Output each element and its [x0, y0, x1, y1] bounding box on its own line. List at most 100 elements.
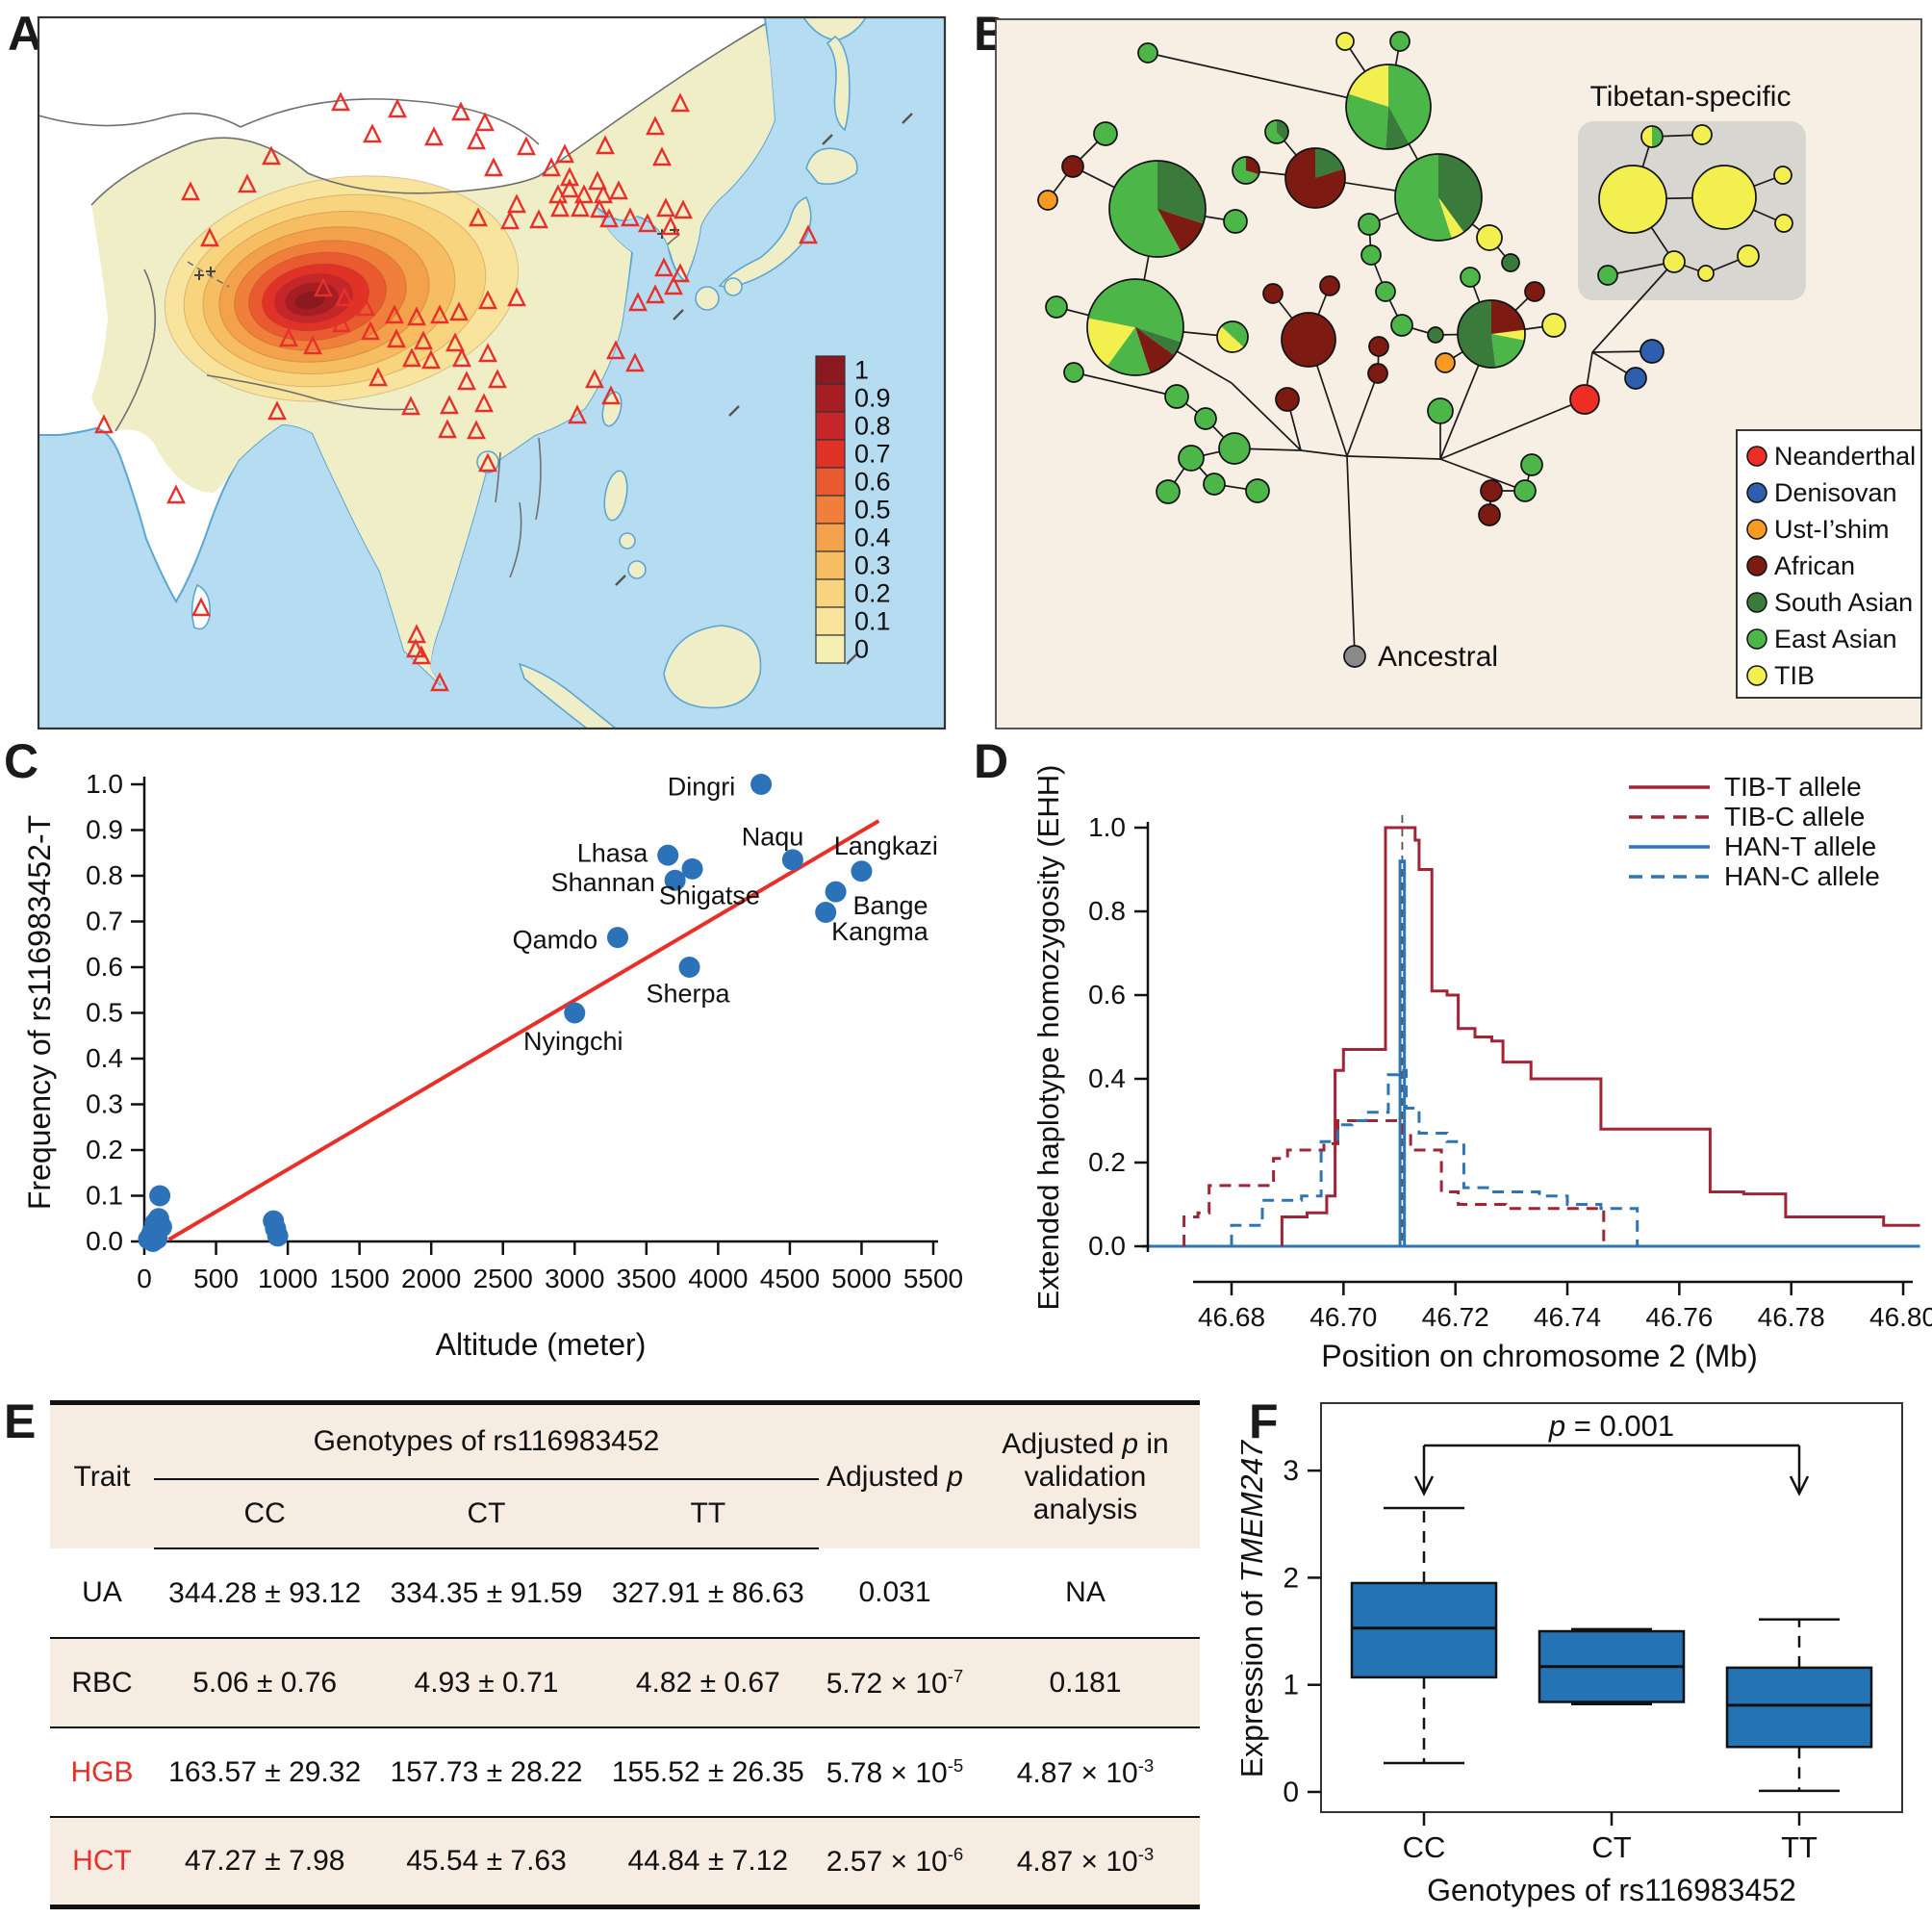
colorbar-cell: [815, 550, 846, 580]
sample-location-triangle: [262, 145, 281, 166]
network-edge: [1591, 261, 1675, 353]
node-circle: [1156, 479, 1181, 504]
legend-item: TIB-T allele: [1629, 772, 1862, 802]
node-circle: [1194, 407, 1217, 430]
sample-location-triangle: [652, 146, 672, 166]
sample-location-triangle: [661, 216, 680, 236]
network-node: [1343, 645, 1366, 668]
legend-label: South Asian: [1774, 588, 1913, 617]
legend-label: Neanderthal: [1774, 442, 1916, 471]
den-legend-swatch: [1746, 482, 1767, 503]
sample-location-triangle: [609, 180, 628, 200]
y-tick-label: 1.0: [1088, 812, 1126, 842]
legend-item: Denisovan: [1746, 478, 1897, 507]
sample-location-triangle: [94, 414, 114, 434]
x-axis-title: Genotypes of rs116983452: [1427, 1873, 1796, 1907]
y-axis-title: Expression of TMEM247: [1241, 1440, 1269, 1778]
node-circle: [1343, 645, 1366, 668]
sample-location-triangle: [452, 347, 471, 368]
col-header-adjusted-p: Adjusted p: [826, 1460, 963, 1493]
y-tick-label: 0.2: [1088, 1147, 1126, 1177]
legend-label: TIB-T allele: [1724, 772, 1862, 802]
sample-location-triangle: [571, 197, 590, 217]
map-island-luzon: [603, 470, 628, 522]
node-circle: [1663, 250, 1686, 273]
sample-location-triangle: [574, 184, 594, 204]
x-tick-label: 46.76: [1645, 1302, 1713, 1332]
y-tick-label: 0.3: [86, 1089, 123, 1119]
colorbar-cell: [815, 523, 846, 552]
x-tick-label: 46.80: [1869, 1302, 1932, 1332]
arrow-head: [1789, 1475, 1810, 1496]
network-node: [1194, 407, 1217, 430]
map-sea-dash: [902, 113, 913, 124]
panel-d-ehh-plot: 0.0 0.2 0.4 0.6 0.8 1.0 46.68 46.70 46.72 46.74 46…: [1031, 765, 1932, 1373]
legend-label: East Asian: [1774, 625, 1897, 653]
node-circle: [1476, 224, 1503, 251]
colorbar-cell: [815, 606, 846, 636]
network-node: [1063, 362, 1084, 383]
y-tick-label: 0.7: [86, 907, 123, 936]
cell-ua-pv: NA: [1065, 1576, 1106, 1608]
cell-rbc-ct: 4.93 ± 0.71: [375, 1637, 597, 1727]
map-island: [805, 147, 858, 186]
sample-location-triangle: [402, 347, 421, 368]
data-point-lhasa: [657, 844, 679, 866]
node-outline: [1216, 320, 1249, 353]
node-circle: [1513, 479, 1537, 502]
node-pie-slice: [1438, 153, 1483, 233]
association-table: Trait Genotypes of rs116983452 Adjusted p A…: [50, 1400, 1200, 1909]
colorbar-label: 0.6: [854, 468, 891, 497]
y-tick-label: 2: [1283, 1562, 1299, 1594]
node-pie-slice: [1285, 148, 1346, 208]
box-tt: TT: [1725, 1618, 1873, 1864]
node-pie-slice: [1652, 126, 1663, 147]
cell-hgb-trait: HGB: [50, 1726, 154, 1817]
panel-a-map: 10.90.80.70.60.50.40.30.20.10: [37, 15, 947, 730]
sample-location-triangle: [560, 178, 579, 198]
node-circle: [1178, 445, 1205, 472]
y-tick-label: 0.6: [1088, 980, 1126, 1010]
map-border: [90, 23, 766, 206]
network-node: [1457, 299, 1526, 369]
colorbar-label: 0.7: [854, 440, 891, 469]
cell-hct-cc: 47.27 ± 7.98: [154, 1816, 376, 1906]
node-outline: [1394, 153, 1483, 242]
network-node: [1262, 283, 1284, 304]
network-edge: [1439, 458, 1526, 492]
sample-location-triangle: [488, 369, 507, 389]
node-circle: [1389, 31, 1411, 52]
node-pie-slice: [1135, 327, 1175, 373]
network-node: [1156, 479, 1181, 504]
x-tick-label: 4000: [688, 1264, 748, 1293]
network-node: [1524, 281, 1545, 302]
cell-rbc-trait: RBC: [50, 1637, 154, 1727]
cell-ua-cc: 344.28 ± 93.12: [168, 1576, 362, 1609]
colorbar-cell: [815, 467, 846, 497]
network-node: [1774, 214, 1793, 233]
sample-location-triangle: [438, 419, 457, 439]
sample-location-triangle: [507, 193, 526, 214]
node-pie-slice: [1491, 334, 1525, 368]
node-circle: [1218, 432, 1251, 465]
sample-location-triangle: [279, 327, 298, 347]
x-tick-label: 500: [193, 1264, 239, 1293]
network-legend-box: [1736, 429, 1922, 699]
sample-location-triangle: [363, 123, 382, 143]
y-tick-label: 1: [1283, 1670, 1299, 1701]
legend-item: TIB-C allele: [1629, 802, 1865, 831]
map-sea-dash: [615, 575, 626, 586]
legend-item: Ust-I’shim: [1746, 515, 1890, 544]
sample-location-triangle: [529, 209, 548, 229]
sa-legend-swatch: [1746, 592, 1767, 613]
ust-legend-swatch: [1746, 519, 1767, 540]
network-node: [1598, 165, 1667, 234]
sample-location-triangle: [267, 400, 287, 421]
sample-location-triangle: [414, 330, 433, 350]
colorbar-label: 1: [854, 356, 869, 385]
data-point-naqu: [781, 849, 803, 871]
y-tick-label: 1.0: [86, 769, 123, 799]
node-pie-slice: [1108, 160, 1182, 258]
sample-location-triangle: [401, 396, 420, 416]
ancestral-label: Ancestral: [1378, 641, 1498, 673]
